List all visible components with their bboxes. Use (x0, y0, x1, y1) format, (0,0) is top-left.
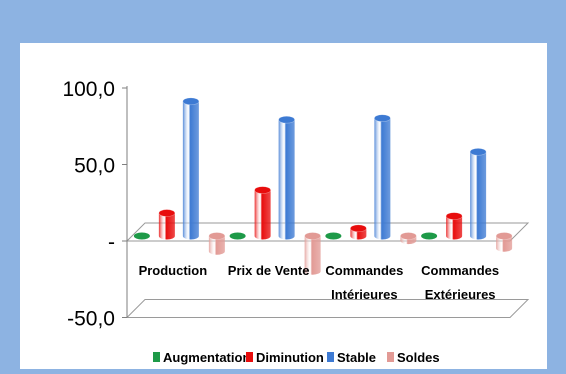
bar-body (182, 101, 199, 240)
bar-diminution-commandes-interieures (350, 224, 367, 240)
legend: Augmentation Diminution Stable Soldes (153, 350, 440, 365)
legend-label: Diminution (256, 350, 324, 365)
legend-label: Soldes (397, 350, 440, 365)
x-category-label: Prix de Vente (228, 263, 310, 278)
bar-stable-commandes-exterieures (469, 148, 487, 240)
bar-soldes-production (208, 232, 226, 255)
x-category-label-line: Production (139, 263, 208, 278)
x-category-label-line: Commandes (325, 263, 403, 278)
bar-cap (254, 186, 271, 194)
bar-body (208, 236, 225, 255)
bar-cap (421, 232, 438, 240)
bar-cap (182, 97, 200, 106)
bar-augmentation-prix-de-vente (229, 232, 246, 240)
y-tick-label: -50,0 (67, 308, 115, 331)
x-category-label-line: Extérieures (425, 287, 496, 302)
bar-cap (304, 232, 321, 240)
bar-cap (158, 209, 176, 217)
bar-body (158, 213, 175, 240)
legend-swatch (387, 352, 394, 362)
bar-cap (278, 115, 295, 124)
bar-soldes-commandes-interieures (400, 232, 417, 245)
bar-soldes-prix-de-vente (304, 232, 321, 275)
bar-body (496, 236, 513, 252)
legend-swatch (327, 352, 334, 362)
y-tick-label: 100,0 (62, 78, 115, 101)
bar-soldes-commandes-exterieures (495, 232, 513, 252)
bar-cap (350, 224, 367, 233)
bar-stable-commandes-interieures (374, 114, 391, 240)
y-tick-label: 50,0 (74, 155, 115, 178)
bar-body (278, 119, 295, 240)
bar-cap (374, 114, 391, 122)
legend-item-diminution: Diminution (246, 350, 324, 365)
x-category-label-line: Commandes (421, 263, 499, 278)
bar-body (304, 236, 321, 275)
bar-cap (400, 232, 417, 240)
legend-item-soldes: Soldes (387, 350, 440, 365)
bar-body (470, 151, 487, 240)
legend-swatch (153, 352, 160, 362)
bar-cap (469, 148, 487, 156)
bar-cap (445, 212, 463, 220)
bar-body (446, 216, 463, 240)
bar-augmentation-commandes-exterieures (421, 232, 438, 240)
bar-cap (208, 232, 226, 240)
y-axis: 100,0 50,0 - -50,0 (62, 78, 128, 331)
bar-diminution-commandes-exterieures (445, 212, 463, 240)
chart-bars (133, 97, 513, 275)
chart-floors (125, 222, 530, 318)
legend-item-augmentation: Augmentation (153, 350, 250, 365)
bar-body (374, 118, 391, 240)
bar-cap (495, 232, 513, 240)
x-category-label-line: Intérieures (331, 287, 397, 302)
legend-swatch (246, 352, 253, 362)
x-category-label: Commandes Extérieures (421, 263, 499, 302)
bar-augmentation-production (133, 232, 150, 240)
legend-label: Augmentation (163, 350, 250, 365)
y-tick-label: - (108, 231, 115, 254)
bar-body (254, 190, 271, 240)
x-category-label-line: Prix de Vente (228, 263, 310, 278)
bar-cap (133, 232, 150, 240)
bar-stable-production (182, 97, 200, 240)
bar-diminution-prix-de-vente (254, 186, 271, 240)
bar-stable-prix-de-vente (278, 115, 295, 240)
legend-label: Stable (337, 350, 376, 365)
bar-augmentation-commandes-interieures (325, 232, 342, 240)
bar-cap (229, 232, 246, 240)
zero-floor (125, 222, 530, 242)
category-labels: Production Prix de Vente Commandes Intérieu… (139, 263, 500, 302)
legend-item-stable: Stable (327, 350, 376, 365)
bar-diminution-production (158, 209, 176, 240)
x-category-label: Production (139, 263, 208, 278)
bar-cap (325, 232, 342, 240)
base-floor (125, 299, 530, 318)
x-category-label: Commandes Intérieures (325, 263, 403, 302)
